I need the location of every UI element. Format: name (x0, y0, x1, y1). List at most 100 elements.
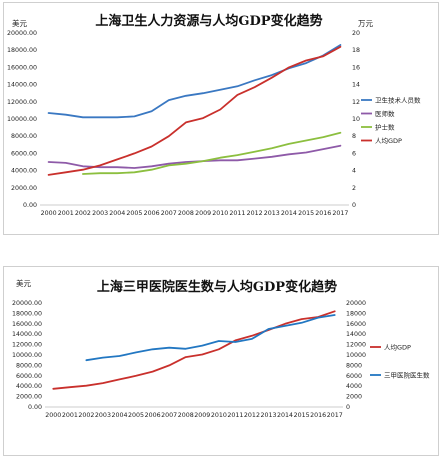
chart-2-svg: 上海三甲医院医生数与人均GDP变化趋势 美元 0.00 2000.00 4000.00 6… (12, 278, 430, 419)
chart-1-legend-label: 护士数 (375, 122, 395, 131)
chart-1-legend-label: 医师数 (375, 109, 395, 118)
chart-2-left-unit: 美元 (16, 278, 31, 288)
chart-2-left-tick: 16000.00 (12, 321, 42, 328)
chart-1-right-tick: 14 (352, 82, 360, 89)
chart-2-legend-label: 人均GDP (384, 342, 411, 351)
chart-1-x-tick: 2015 (298, 210, 314, 217)
chart-2-right-tick: 12000 (346, 342, 366, 349)
chart-1-x-tick: 2012 (247, 210, 263, 217)
chart-2-left-tick: 20000.00 (12, 300, 42, 307)
chart-2-legend-label: 三甲医院医生数 (384, 370, 430, 379)
chart-2-left-tick: 12000.00 (12, 342, 42, 349)
chart-1-legend-label: 卫生技术人员数 (375, 95, 421, 104)
chart-1-series-line (47, 144, 342, 169)
chart-1-left-tick: 14000.00 (7, 82, 37, 89)
chart-2-series-line (52, 310, 336, 390)
chart-1-x-tick: 2008 (178, 210, 194, 217)
chart-2-right-tick: 20000 (346, 300, 366, 307)
chart-1-series-line (47, 45, 342, 176)
chart-1-series-line (47, 44, 342, 119)
chart-2-x-tick: 2014 (277, 412, 293, 419)
chart-1-x-tick: 2009 (195, 210, 211, 217)
chart-2-right-tick: 2000 (346, 394, 362, 401)
chart-1-left-tick: 16000.00 (7, 64, 37, 71)
chart-1-series-line (82, 131, 342, 175)
chart-1-svg: 上海卫生人力资源与人均GDP变化趋势 美元 万元 0.00 2000.00 4000.00… (7, 13, 421, 217)
chart-1-title: 上海卫生人力资源与人均GDP变化趋势 (95, 13, 322, 29)
chart-1-x-tick: 2006 (144, 210, 160, 217)
chart-1-left-tick: 4000.00 (11, 168, 37, 175)
chart-panel-1: 上海卫生人力资源与人均GDP变化趋势 美元 万元 0.00 2000.00 4000.00… (3, 2, 439, 235)
chart-1-right-tick: 16 (352, 64, 360, 71)
chart-1-right-tick: 0 (352, 202, 356, 209)
chart-2-x-tick: 2015 (294, 412, 310, 419)
chart-2-left-tick: 10000.00 (12, 352, 42, 359)
chart-1-x-tick: 2000 (41, 210, 57, 217)
chart-2-x-tick: 2005 (128, 412, 144, 419)
chart-1-x-tick: 2010 (212, 210, 228, 217)
chart-2-left-tick: 2000.00 (16, 394, 42, 401)
chart-1-right-tick: 2 (352, 185, 356, 192)
chart-1-x-tick: 2004 (109, 210, 125, 217)
chart-2-right-tick: 4000 (346, 383, 362, 390)
chart-2-x-tick: 2000 (45, 412, 61, 419)
chart-2-left-tick: 18000.00 (12, 310, 42, 317)
chart-1-right-tick: 6 (352, 150, 356, 157)
chart-1-right-tick: 10 (352, 116, 360, 123)
chart-2-left-tick: 8000.00 (16, 362, 42, 369)
chart-2-right-tick: 16000 (346, 321, 366, 328)
chart-panel-2: 上海三甲医院医生数与人均GDP变化趋势 美元 0.00 2000.00 4000.00 6… (3, 266, 439, 456)
chart-2-right-tick: 18000 (346, 310, 366, 317)
chart-2-x-tick: 2012 (244, 412, 260, 419)
chart-2-x-tick: 2008 (178, 412, 194, 419)
chart-1-right-tick: 18 (352, 47, 360, 54)
chart-1-left-tick: 0.00 (23, 202, 37, 209)
chart-2-x-tick: 2002 (78, 412, 94, 419)
chart-2-x-tick: 2004 (111, 412, 127, 419)
chart-2-right-tick: 14000 (346, 331, 366, 338)
chart-2-right-tick: 10000 (346, 352, 366, 359)
chart-1-x-tick: 2007 (161, 210, 177, 217)
chart-1-left-tick: 20000.00 (7, 30, 37, 37)
chart-1-right-tick: 20 (352, 30, 360, 37)
chart-1-x-tick: 2014 (281, 210, 297, 217)
chart-1-left-tick: 10000.00 (7, 116, 37, 123)
chart-1-x-tick: 2017 (332, 210, 348, 217)
chart-2-title: 上海三甲医院医生数与人均GDP变化趋势 (97, 279, 337, 295)
chart-1-right-tick: 8 (352, 133, 356, 140)
chart-2-x-tick: 2009 (194, 412, 210, 419)
chart-2-left-tick: 4000.00 (16, 383, 42, 390)
chart-2-right-tick: 0 (346, 404, 350, 411)
chart-1-left-tick: 8000.00 (11, 133, 37, 140)
chart-1-right-unit: 万元 (358, 19, 373, 28)
chart-2-series-line (85, 314, 336, 362)
chart-1-left-unit: 美元 (12, 18, 27, 28)
chart-1-x-tick: 2002 (75, 210, 91, 217)
chart-1-x-tick: 2005 (126, 210, 142, 217)
chart-2-x-tick: 2003 (95, 412, 111, 419)
chart-2-x-tick: 2011 (227, 412, 243, 419)
chart-1-left-tick: 12000.00 (7, 99, 37, 106)
chart-2-x-tick: 2001 (62, 412, 78, 419)
chart-2-right-tick: 6000 (346, 373, 362, 380)
chart-1-right-tick: 4 (352, 168, 356, 175)
chart-1-x-tick: 2003 (92, 210, 108, 217)
chart-2-right-tick: 8000 (346, 362, 362, 369)
chart-1-left-tick: 6000.00 (11, 150, 37, 157)
chart-2-x-tick: 2016 (310, 412, 326, 419)
chart-1-right-tick: 12 (352, 99, 360, 106)
chart-2-x-tick: 2013 (260, 412, 276, 419)
chart-2-x-tick: 2017 (327, 412, 343, 419)
chart-1-left-tick: 18000.00 (7, 47, 37, 54)
chart-2-left-tick: 0.00 (28, 404, 42, 411)
chart-1-left-tick: 2000.00 (11, 185, 37, 192)
chart-1-x-tick: 2013 (264, 210, 280, 217)
chart-2-left-tick: 14000.00 (12, 331, 42, 338)
chart-1-x-tick: 2001 (58, 210, 74, 217)
chart-1-x-tick: 2016 (315, 210, 331, 217)
chart-2-left-tick: 6000.00 (16, 373, 42, 380)
chart-2-x-tick: 2010 (211, 412, 227, 419)
chart-2-x-tick: 2006 (145, 412, 161, 419)
chart-2-x-tick: 2007 (161, 412, 177, 419)
chart-1-x-tick: 2011 (229, 210, 245, 217)
